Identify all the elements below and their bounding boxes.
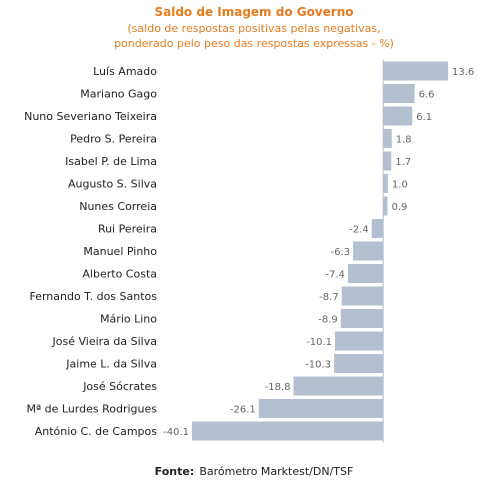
bar <box>353 241 384 261</box>
bar <box>371 219 384 238</box>
bar <box>383 129 392 148</box>
category-label: Mª de Lurdes Rodrigues <box>26 403 157 416</box>
category-label: Nunes Correia <box>79 200 157 213</box>
value-label: 13.6 <box>452 67 474 78</box>
category-label: Mário Lino <box>100 313 157 326</box>
bar <box>340 309 384 328</box>
chart-subtitle-line-1: (saldo de respostas positivas pelas nega… <box>127 22 380 35</box>
category-label: José Vieira da Silva <box>52 335 157 348</box>
category-label: José Sócrates <box>82 380 157 393</box>
bar <box>192 421 384 441</box>
value-label: 0.9 <box>391 202 407 213</box>
bar <box>341 286 384 306</box>
value-label: 6.1 <box>416 112 432 123</box>
category-label: Nuno Severiano Teixeira <box>24 110 157 123</box>
chart-title: Saldo de Imagem do Governo <box>154 5 353 19</box>
category-labels: Luís Amado Mariano Gago Nuno Severiano Tei… <box>24 65 157 438</box>
bar <box>335 331 384 351</box>
bar <box>383 151 392 171</box>
value-label: -40.1 <box>163 427 189 438</box>
bar <box>383 61 448 81</box>
bar <box>334 354 384 373</box>
value-label: -2.4 <box>349 225 369 236</box>
bar <box>258 399 384 418</box>
chart-subtitle-line-2: ponderado pelo peso das respostas expres… <box>114 37 394 50</box>
value-label: -6.3 <box>331 247 351 258</box>
bar <box>383 196 388 216</box>
category-label: Alberto Costa <box>82 268 157 281</box>
bar <box>293 376 384 396</box>
value-label: -8.7 <box>319 292 339 303</box>
category-label: Mariano Gago <box>80 88 157 101</box>
category-label: Pedro S. Pereira <box>70 133 157 146</box>
category-label: Manuel Pinho <box>83 245 157 258</box>
value-label: 6.6 <box>419 90 435 101</box>
source-text: Barómetro Marktest/DN/TSF <box>199 465 353 478</box>
value-label: 1.8 <box>396 135 412 146</box>
bar <box>383 84 415 103</box>
category-label: António C. de Campos <box>35 425 158 438</box>
value-label: -7.4 <box>325 270 345 281</box>
value-label: -26.1 <box>230 405 256 416</box>
value-label: -18.8 <box>265 382 291 393</box>
bar <box>383 174 388 193</box>
source-note: Fonte: Barómetro Marktest/DN/TSF <box>155 460 354 479</box>
category-label: Fernando T. dos Santos <box>29 290 157 303</box>
value-labels: 13.6 6.6 6.1 1.8 1.7 1.0 0.9 -2.4 -6.3 -7.4 -8.7 -8… <box>163 67 474 438</box>
category-label: Augusto S. Silva <box>68 178 157 191</box>
bar <box>347 264 384 283</box>
category-label: Jaime L. da Silva <box>65 358 157 371</box>
value-label: 1.7 <box>395 157 411 168</box>
value-label: 1.0 <box>392 180 408 191</box>
bars-group <box>192 61 448 441</box>
category-label: Rui Pereira <box>98 223 157 236</box>
value-label: -8.9 <box>318 315 338 326</box>
category-label: Isabel P. de Lima <box>65 155 157 168</box>
source-label: Fonte: <box>155 465 195 478</box>
bar <box>383 106 413 126</box>
value-label: -10.1 <box>306 337 332 348</box>
category-label: Luís Amado <box>93 65 157 78</box>
value-label: -10.3 <box>305 360 331 371</box>
